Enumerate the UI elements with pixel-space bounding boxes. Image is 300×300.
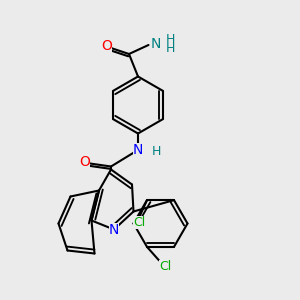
Text: N: N <box>109 223 119 236</box>
Text: H: H <box>166 42 175 55</box>
Text: N: N <box>151 37 161 50</box>
Text: H: H <box>166 33 175 46</box>
Text: O: O <box>101 40 112 53</box>
Text: Cl: Cl <box>159 260 171 273</box>
Text: O: O <box>79 155 90 169</box>
Text: Cl: Cl <box>134 216 146 229</box>
Text: H: H <box>152 145 161 158</box>
Text: N: N <box>133 143 143 157</box>
